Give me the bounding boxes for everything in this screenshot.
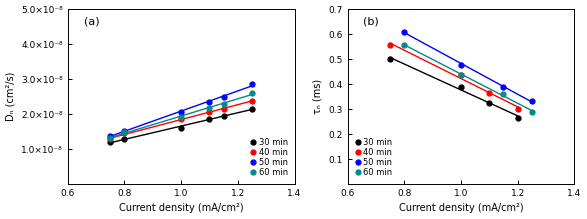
Line: 60 min: 60 min [108,91,254,140]
40 min [248,99,255,102]
30 min [386,58,393,60]
30 min [457,85,464,88]
50 min [528,100,535,102]
30 min [206,118,213,121]
50 min [401,30,408,33]
30 min [220,115,227,117]
30 min [514,117,521,119]
60 min [500,93,507,95]
40 min [206,111,213,114]
X-axis label: Current density (mA/cm²): Current density (mA/cm²) [119,203,244,214]
50 min [220,95,227,98]
60 min [107,136,114,139]
Y-axis label: Dₙ (cm²/s): Dₙ (cm²/s) [5,72,16,121]
60 min [401,43,408,46]
60 min [248,92,255,94]
Line: 50 min: 50 min [108,82,254,138]
40 min [178,118,185,121]
50 min [248,83,255,86]
Line: 40 min: 40 min [387,42,520,111]
Line: 40 min: 40 min [108,98,254,142]
60 min [457,74,464,77]
60 min [220,103,227,106]
Legend: 30 min, 40 min, 50 min, 60 min: 30 min, 40 min, 50 min, 60 min [247,135,291,180]
40 min [457,74,464,77]
30 min [121,138,128,141]
40 min [220,108,227,110]
50 min [178,111,185,114]
40 min [486,92,493,94]
50 min [107,134,114,137]
50 min [206,101,213,103]
60 min [206,106,213,109]
Line: 50 min: 50 min [402,29,534,103]
60 min [528,110,535,113]
30 min [178,127,185,129]
Legend: 30 min, 40 min, 50 min, 60 min: 30 min, 40 min, 50 min, 60 min [352,135,395,180]
40 min [121,132,128,135]
50 min [500,85,507,88]
60 min [121,131,128,134]
Text: (a): (a) [83,16,99,26]
30 min [107,141,114,143]
40 min [514,107,521,110]
Y-axis label: τₙ (ms): τₙ (ms) [313,79,323,114]
60 min [178,116,185,118]
30 min [486,101,493,104]
Line: 60 min: 60 min [402,42,534,114]
50 min [121,129,128,132]
Text: (b): (b) [363,16,379,26]
X-axis label: Current density (mA/cm²): Current density (mA/cm²) [399,203,523,214]
Line: 30 min: 30 min [387,57,520,120]
50 min [457,64,464,67]
40 min [107,138,114,141]
Line: 30 min: 30 min [108,106,254,145]
40 min [386,43,393,46]
30 min [248,108,255,110]
